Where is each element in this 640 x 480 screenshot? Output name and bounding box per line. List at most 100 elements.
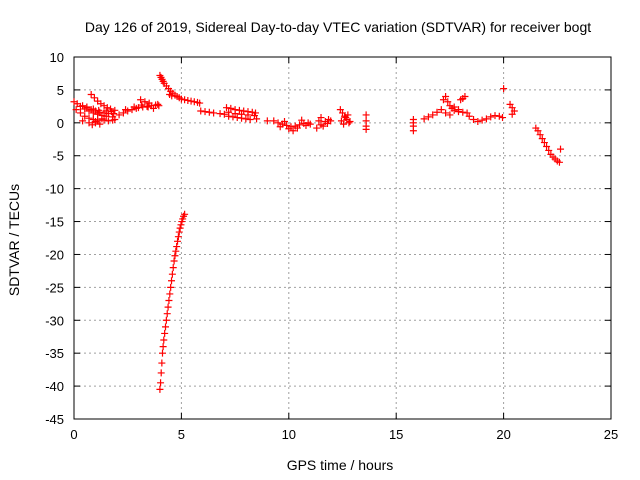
data-point: [162, 316, 170, 324]
data-point: [196, 99, 204, 107]
series-segment-afternoon: [336, 106, 370, 133]
chart-title: Day 126 of 2019, Sidereal Day-to-day VTE…: [85, 19, 591, 35]
data-point: [319, 122, 327, 130]
data-point: [233, 114, 241, 122]
data-point: [253, 115, 261, 123]
data-point: [111, 106, 119, 114]
data-point: [157, 369, 165, 377]
data-point: [442, 92, 450, 100]
y-tick-label: -20: [45, 247, 64, 262]
data-point: [190, 98, 198, 106]
x-tick-label: 5: [178, 427, 185, 442]
data-point: [79, 102, 87, 110]
data-point: [340, 120, 348, 128]
data-point: [90, 94, 98, 102]
data-point: [158, 349, 166, 357]
data-point: [181, 96, 189, 104]
data-point: [231, 110, 239, 118]
y-tick-label: -35: [45, 346, 64, 361]
data-point: [166, 290, 174, 298]
series-segment-night-decline: [532, 124, 565, 166]
data-point: [235, 106, 243, 114]
data-point: [108, 108, 116, 116]
data-point: [155, 102, 163, 110]
y-tick-label: -5: [52, 149, 64, 164]
data-point: [83, 103, 91, 111]
series-segment-early-morning: [70, 91, 119, 129]
series-segment-pre-dawn: [115, 96, 163, 119]
data-point: [238, 110, 246, 118]
data-point: [170, 257, 178, 265]
data-point: [181, 210, 189, 218]
data-point: [442, 109, 450, 117]
data-point: [79, 117, 87, 125]
series-segment-evening: [409, 85, 518, 135]
x-tick-label: 15: [389, 427, 403, 442]
data-point: [154, 100, 162, 108]
data-point: [174, 237, 182, 245]
data-point: [96, 120, 104, 128]
data-point: [470, 116, 478, 124]
data-point: [104, 117, 112, 125]
data-point: [160, 336, 168, 344]
data-point: [103, 104, 111, 112]
data-point: [500, 85, 508, 93]
data-point: [536, 131, 544, 139]
data-point: [555, 158, 563, 166]
data-point: [187, 97, 195, 105]
data-point: [270, 117, 278, 125]
data-point: [144, 103, 152, 111]
data-point: [115, 111, 123, 119]
data-point: [157, 379, 165, 387]
data-point: [345, 119, 353, 127]
y-tick-label: -10: [45, 182, 64, 197]
data-point: [168, 270, 176, 278]
series-segment-late-morning: [197, 104, 271, 125]
x-tick-label: 0: [70, 427, 77, 442]
data-point: [87, 91, 95, 99]
data-point: [169, 264, 177, 272]
data-point: [167, 283, 175, 291]
data-point: [457, 96, 465, 104]
data-point: [137, 96, 145, 104]
data-point: [246, 116, 254, 124]
data-point: [491, 112, 499, 120]
data-point: [162, 323, 170, 331]
data-point: [487, 113, 495, 121]
data-point: [141, 98, 149, 106]
data-point: [197, 107, 205, 115]
data-point: [156, 385, 164, 393]
data-point: [450, 103, 458, 111]
data-point: [242, 115, 250, 123]
data-point: [285, 125, 293, 133]
data-point: [72, 106, 80, 114]
series-segment-peak-decay: [156, 71, 204, 107]
y-tick-label: -40: [45, 379, 64, 394]
data-point: [302, 121, 310, 129]
data-point: [225, 108, 233, 116]
data-point: [164, 303, 172, 311]
data-point: [111, 116, 119, 124]
data-point: [444, 98, 452, 106]
series-segment-steep-recovery: [156, 210, 189, 393]
data-point: [130, 103, 138, 111]
data-point: [538, 135, 546, 143]
data-point: [298, 116, 306, 124]
y-tick-label: -45: [45, 412, 64, 427]
data-point: [176, 224, 184, 232]
data-point: [177, 95, 185, 103]
data-point: [158, 359, 166, 367]
data-point: [306, 120, 314, 128]
y-axis-label: SDTVAR / TECUs: [6, 184, 22, 296]
x-tick-label: 10: [282, 427, 296, 442]
data-point: [545, 146, 553, 154]
data-point: [89, 105, 97, 113]
data-point: [293, 124, 301, 132]
data-point: [557, 145, 565, 153]
data-point: [171, 252, 179, 260]
data-point: [362, 111, 370, 119]
data-point: [168, 92, 176, 100]
data-point: [540, 139, 548, 147]
data-point: [159, 343, 167, 351]
